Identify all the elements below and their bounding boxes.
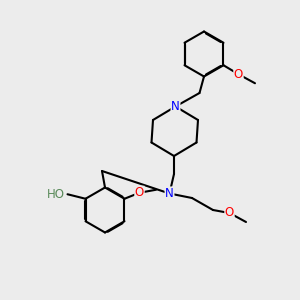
Text: HO: HO: [47, 188, 65, 201]
Text: N: N: [171, 100, 180, 113]
Text: N: N: [165, 187, 174, 200]
Text: O: O: [135, 186, 144, 199]
Text: O: O: [225, 206, 234, 220]
Text: O: O: [234, 68, 243, 81]
